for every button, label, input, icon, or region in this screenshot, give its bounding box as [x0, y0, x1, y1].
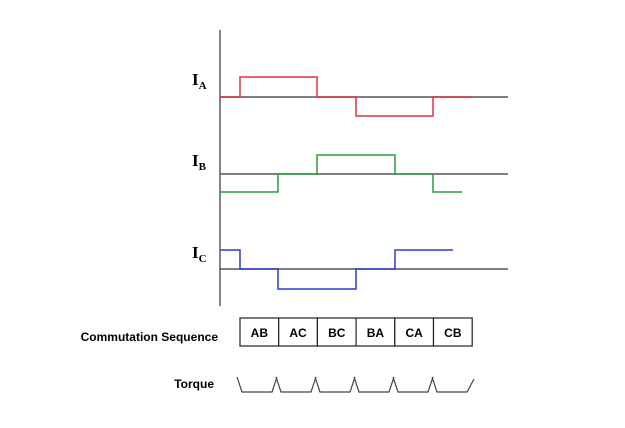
commutation-label: Commutation Sequence [81, 330, 219, 344]
current-label: IA [192, 70, 207, 92]
commutation-steps: AB AC BC BA CA CB [239, 317, 473, 347]
current-label: IC [192, 243, 207, 265]
torque-label: Torque [174, 377, 214, 391]
letter: I [192, 151, 199, 170]
torque-ripple [236, 376, 475, 393]
waveforms [220, 76, 508, 290]
step-box [432, 317, 473, 347]
current-label: IB [192, 151, 207, 173]
letter: I [192, 70, 199, 89]
letter: I [192, 243, 199, 262]
subscript: B [199, 161, 207, 173]
subscript: C [199, 253, 207, 265]
wave-b [220, 154, 462, 193]
wave-c [220, 249, 453, 290]
step-label: BA [367, 326, 385, 340]
step-label: CB [444, 326, 462, 340]
step-label: AC [289, 326, 307, 340]
step-box [239, 317, 280, 347]
step-label: CA [405, 326, 423, 340]
wave-a [220, 76, 472, 117]
step-box [278, 317, 319, 347]
subscript: A [199, 80, 207, 92]
current-labels: IA IB IC [192, 70, 207, 265]
step-label: AB [251, 326, 269, 340]
step-label: BC [328, 326, 346, 340]
